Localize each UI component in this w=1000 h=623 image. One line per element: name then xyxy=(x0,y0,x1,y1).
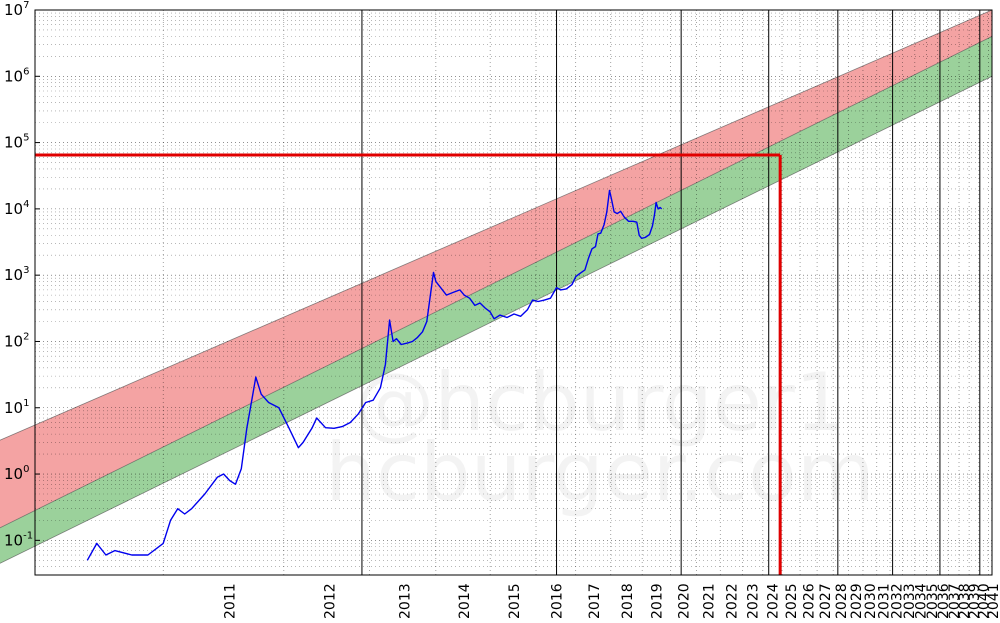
x-tick-label: 2019 xyxy=(650,583,666,619)
x-tick-label: 2022 xyxy=(725,583,741,619)
price-series xyxy=(86,189,663,561)
y-tick-label: 107 xyxy=(4,0,29,19)
x-tick-label: 2028 xyxy=(834,583,850,619)
band-edge-line xyxy=(0,9,993,441)
band-edge-line xyxy=(0,36,993,529)
x-tick-label: 2012 xyxy=(323,583,339,619)
y-tick-label: 102 xyxy=(4,331,29,350)
y-tick-label: 10-1 xyxy=(4,530,33,549)
y-tick-labels: 10-1 100 101 102 103 104 105 106 107 xyxy=(4,0,40,549)
x-tick-label: 2025 xyxy=(784,583,800,619)
upper-band xyxy=(0,10,992,528)
y-tick-label: 100 xyxy=(4,464,29,483)
x-tick-label: 2021 xyxy=(702,583,718,619)
x-tick-label: 2034 xyxy=(914,583,930,619)
halving-lines xyxy=(361,10,981,575)
x-tick-label: 2041 xyxy=(986,583,1000,619)
x-tick-label: 2029 xyxy=(849,583,865,619)
plot-frame xyxy=(34,9,993,576)
price-line xyxy=(86,189,663,561)
x-tick-label: 2018 xyxy=(620,583,636,619)
x-tick-label: 2032 xyxy=(889,583,905,619)
lower-band xyxy=(0,36,992,564)
x-tick-label: 2011 xyxy=(223,583,239,619)
x-tick-label: 2031 xyxy=(877,583,893,619)
price-bands xyxy=(0,9,993,564)
y-tick-label: 105 xyxy=(4,133,29,152)
x-tick-label: 2033 xyxy=(902,583,918,619)
x-tick-label: 2014 xyxy=(457,583,473,619)
watermark: @hcburger1hcburger.com xyxy=(325,356,875,519)
x-tick-label: 2027 xyxy=(818,583,834,619)
x-tick-label: 2015 xyxy=(507,583,523,619)
x-tick-label: 2017 xyxy=(587,583,603,619)
y-tick-label: 104 xyxy=(4,199,29,218)
target-marker xyxy=(35,153,782,575)
x-tick-label: 2036 xyxy=(936,583,952,619)
y-tick-label: 103 xyxy=(4,265,29,284)
y-tick-label: 106 xyxy=(4,66,29,85)
x-tick-label: 2023 xyxy=(746,583,762,619)
watermark-text: hcburger.com xyxy=(325,426,875,519)
x-tick-label: 2016 xyxy=(550,583,566,619)
x-tick-label: 2026 xyxy=(802,583,818,619)
x-tick-label: 2040 xyxy=(977,583,993,619)
x-tick-label: 2035 xyxy=(925,583,941,619)
x-tick-label: 2030 xyxy=(863,583,879,619)
x-tick-label: 2020 xyxy=(677,583,693,619)
watermark-text: @hcburger1 xyxy=(354,356,845,449)
x-tick-label: 2037 xyxy=(947,583,963,619)
x-tick-label: 2013 xyxy=(398,583,414,619)
x-tick-label: 2039 xyxy=(967,583,983,619)
band-edge-line xyxy=(0,75,993,564)
x-tick-label: 2024 xyxy=(766,583,782,619)
y-tick-label: 101 xyxy=(4,398,29,417)
x-tick-labels: 2011 2012 2013 2014 2015 2016 2017 2018 2019 2020… xyxy=(223,583,1000,619)
x-tick-label: 2038 xyxy=(957,583,973,619)
